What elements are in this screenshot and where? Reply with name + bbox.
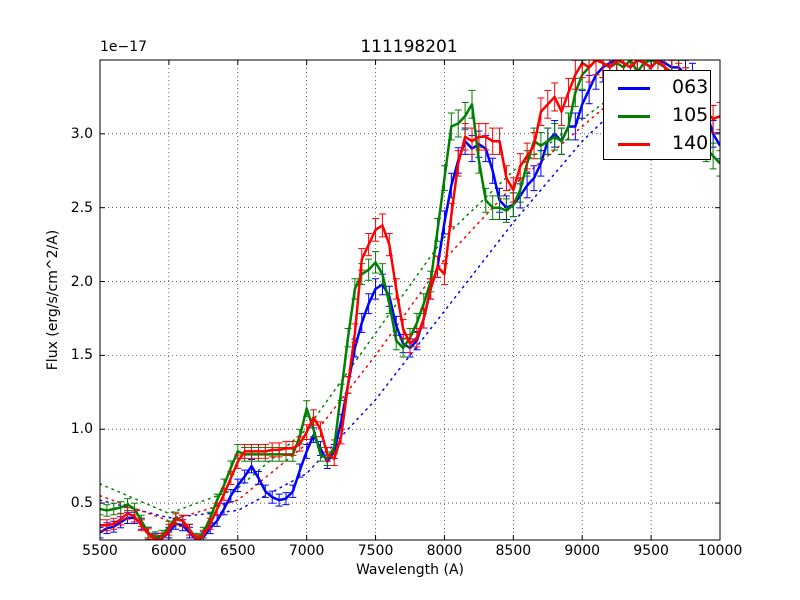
legend: 063 105 140 [603, 70, 711, 160]
x-tick-label: 9000 [564, 543, 601, 559]
continuum-063 [100, 74, 652, 519]
continuum-140 [100, 66, 652, 522]
y-tick-label: 3.0 [70, 125, 93, 142]
legend-swatch-icon [618, 115, 650, 118]
legend-item-063: 063 [614, 76, 710, 100]
x-tick-label: 6000 [151, 543, 187, 559]
y-tick-label: 1.0 [70, 421, 93, 438]
legend-label: 063 [672, 76, 709, 98]
legend-item-105: 105 [614, 104, 710, 128]
y-tick-label: 1.5 [70, 347, 93, 364]
y-axis-label: Flux (erg/s/cm^2/A) [45, 229, 61, 371]
y-tick-label: 2.5 [70, 199, 93, 216]
tick-marks [99, 60, 721, 540]
y-tick-label: 0.5 [70, 495, 93, 512]
x-tick-label: 7000 [288, 543, 325, 559]
legend-item-140: 140 [614, 132, 710, 156]
y-offset-label: 1e−17 [100, 39, 148, 55]
x-tick-label: 6500 [219, 543, 256, 559]
x-tick-label: 8000 [426, 543, 463, 559]
legend-label: 140 [672, 132, 709, 154]
legend-swatch-icon [618, 87, 650, 90]
legend-swatch-icon [618, 143, 650, 146]
plot-frame [99, 59, 721, 541]
continuum-105 [100, 66, 652, 515]
legend-label: 105 [672, 104, 709, 126]
chart-title: 111198201 [360, 37, 458, 57]
x-tick-label: 8500 [495, 543, 532, 559]
x-tick-label: 9500 [633, 543, 669, 559]
x-tick-label: 5500 [82, 543, 118, 559]
series-140 [100, 60, 720, 540]
y-tick-label: 2.0 [70, 273, 93, 290]
x-tick-label: 7500 [357, 543, 394, 559]
x-tick-label: 10000 [697, 543, 743, 559]
x-axis-label: Wavelength (A) [355, 562, 464, 578]
